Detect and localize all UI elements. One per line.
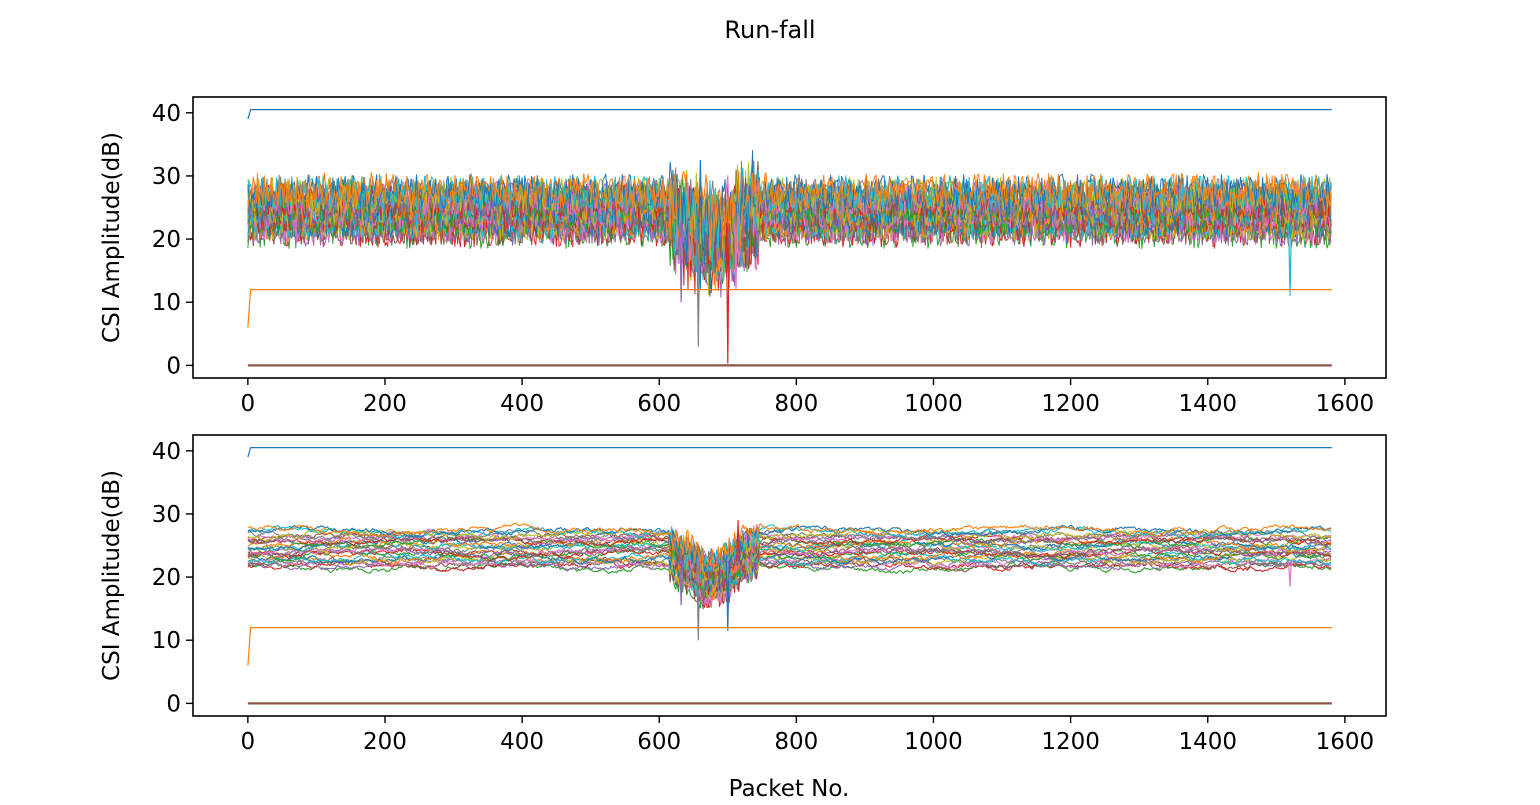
event-spike-0	[679, 223, 684, 303]
x-tick-label: 0	[241, 391, 256, 417]
series-line-17	[247, 538, 1332, 583]
x-tick-label: 600	[637, 729, 681, 755]
series-line-28	[247, 524, 1332, 573]
event-spike-3	[736, 520, 741, 562]
x-tick-label: 600	[637, 391, 681, 417]
event-spike-2	[725, 561, 730, 631]
x-tick-label: 200	[363, 729, 407, 755]
y-tick-label: 30	[152, 502, 181, 528]
axes-frame	[192, 434, 1387, 717]
event-spike-1	[696, 223, 701, 347]
x-tick-label: 1000	[904, 391, 963, 417]
chart-title: Run-fall	[724, 16, 815, 44]
series-line-0	[247, 560, 1332, 609]
event-spike-4	[1288, 561, 1292, 587]
x-tick-label: 1200	[1041, 391, 1100, 417]
subplot-raw: 0 200 400 600 800 1000 1200 1400 1600 0 10 20 30 40 CS…	[99, 96, 1387, 417]
series-line-26	[247, 527, 1332, 574]
series-line-4	[247, 551, 1332, 609]
y-tick-label: 40	[152, 101, 181, 127]
y-tick-label: 30	[152, 164, 181, 190]
constant-series-0	[247, 447, 1332, 458]
subplot-smoothed: 0 200 400 600 800 1000 1200 1400 1600 0 10 20 30 40 CS…	[99, 434, 1387, 755]
x-tick-label: 1200	[1041, 729, 1100, 755]
series-line-12	[247, 544, 1332, 594]
series-line-24	[247, 523, 1332, 573]
y-axis-label: CSI Amplitude(dB)	[99, 132, 125, 343]
x-axis-label: Packet No.	[729, 776, 850, 802]
series-line-8	[247, 549, 1332, 593]
y-tick-label: 0	[166, 353, 181, 379]
y-tick-label: 20	[152, 227, 181, 253]
x-tick-label: 400	[500, 729, 544, 755]
series-group	[247, 447, 1332, 705]
constant-series-1	[247, 626, 1332, 666]
x-tick-label: 0	[241, 729, 256, 755]
x-tick-label: 1400	[1178, 391, 1237, 417]
x-tick-label: 200	[363, 391, 407, 417]
constant-series-1	[247, 288, 1332, 328]
x-tick-label: 800	[774, 729, 818, 755]
event-spike-0	[679, 561, 684, 606]
y-tick-label: 10	[152, 628, 181, 654]
constant-series-0	[247, 109, 1332, 120]
series-line-9	[247, 548, 1332, 601]
y-axis-label: CSI Amplitude(dB)	[99, 470, 125, 681]
series-group	[247, 109, 1332, 367]
y-tick-label: 0	[166, 691, 181, 717]
event-spike-3	[725, 223, 730, 364]
series-line-29	[247, 522, 1332, 569]
series-line-29	[247, 170, 1332, 253]
axes-frame	[192, 96, 1387, 379]
event-spike-1	[696, 561, 701, 641]
series-line-16	[247, 538, 1332, 593]
series-line-7	[247, 550, 1332, 597]
y-tick-label: 20	[152, 565, 181, 591]
x-tick-label: 400	[500, 391, 544, 417]
x-tick-label: 800	[774, 391, 818, 417]
x-tick-label: 1600	[1316, 729, 1375, 755]
y-tick-label: 10	[152, 290, 181, 316]
series-line-2	[247, 556, 1332, 601]
y-tick-label: 40	[152, 439, 181, 465]
x-tick-label: 1600	[1316, 391, 1375, 417]
event-spike-5	[1288, 223, 1292, 296]
x-tick-label: 1400	[1178, 729, 1237, 755]
x-tick-label: 1000	[904, 729, 963, 755]
event-spike-2	[698, 160, 703, 224]
